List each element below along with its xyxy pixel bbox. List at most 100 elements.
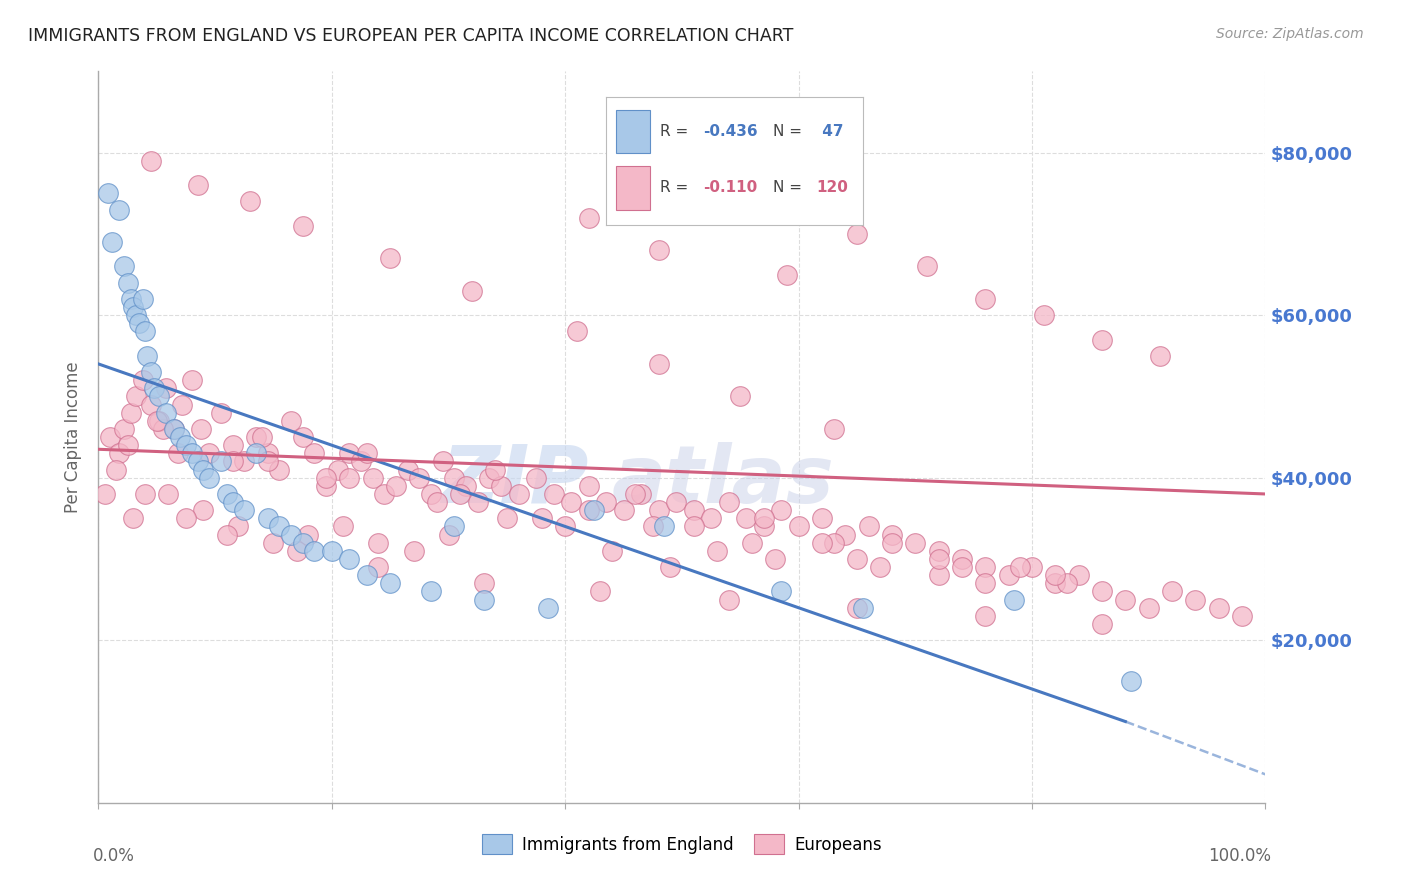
Point <box>304 446 326 460</box>
Point <box>420 584 443 599</box>
Point <box>869 560 891 574</box>
Legend: Immigrants from England, Europeans: Immigrants from England, Europeans <box>475 828 889 860</box>
Point <box>155 406 177 420</box>
Point <box>700 511 723 525</box>
Point <box>297 527 319 541</box>
Point <box>373 487 395 501</box>
Point <box>193 503 215 517</box>
Point <box>396 462 419 476</box>
Point <box>139 398 162 412</box>
Point <box>472 592 495 607</box>
Point <box>1230 608 1253 623</box>
Point <box>846 600 869 615</box>
Point <box>1004 592 1026 607</box>
Point <box>565 325 588 339</box>
Point <box>125 389 148 403</box>
Point <box>443 471 465 485</box>
Point <box>97 186 120 201</box>
Point <box>112 260 135 274</box>
Point <box>134 325 156 339</box>
Point <box>741 535 763 549</box>
Point <box>172 398 194 412</box>
Point <box>1021 560 1043 574</box>
Point <box>624 487 647 501</box>
Point <box>321 544 343 558</box>
Point <box>974 608 997 623</box>
Point <box>269 462 291 476</box>
Point <box>928 552 950 566</box>
Point <box>117 276 139 290</box>
Point <box>1091 617 1114 632</box>
Point <box>215 527 238 541</box>
Point <box>233 454 256 468</box>
Point <box>682 503 704 517</box>
Point <box>449 487 471 501</box>
Point <box>163 422 186 436</box>
Point <box>239 194 262 209</box>
Point <box>659 560 682 574</box>
Point <box>152 422 174 436</box>
Point <box>326 462 349 476</box>
Point <box>108 202 131 217</box>
Point <box>489 479 512 493</box>
Point <box>432 454 454 468</box>
Point <box>245 430 267 444</box>
Text: 100.0%: 100.0% <box>1208 847 1271 864</box>
Point <box>180 446 202 460</box>
Point <box>752 511 775 525</box>
Point <box>337 446 360 460</box>
Point <box>717 592 740 607</box>
Point <box>974 576 997 591</box>
Point <box>496 511 519 525</box>
Point <box>478 471 501 485</box>
Point <box>269 519 291 533</box>
Point <box>98 430 121 444</box>
Point <box>256 454 278 468</box>
Point <box>1032 308 1054 322</box>
Point <box>928 568 950 582</box>
Point <box>880 535 903 549</box>
Point <box>706 544 728 558</box>
Point <box>228 519 250 533</box>
Point <box>589 584 612 599</box>
Point <box>472 576 495 591</box>
Point <box>1184 592 1206 607</box>
Point <box>280 527 302 541</box>
Point <box>125 308 148 322</box>
Point <box>426 495 449 509</box>
Point <box>846 552 869 566</box>
Point <box>221 454 243 468</box>
Point <box>256 446 278 460</box>
Point <box>537 600 560 615</box>
Point <box>508 487 530 501</box>
Point <box>190 422 212 436</box>
Point <box>880 527 903 541</box>
Point <box>641 519 664 533</box>
Point <box>1091 333 1114 347</box>
Point <box>770 584 793 599</box>
Point <box>291 219 314 233</box>
Point <box>209 406 232 420</box>
Point <box>1161 584 1184 599</box>
Point <box>543 487 565 501</box>
Point <box>356 568 378 582</box>
Point <box>337 552 360 566</box>
Point <box>647 503 669 517</box>
Text: Source: ZipAtlas.com: Source: ZipAtlas.com <box>1216 27 1364 41</box>
Point <box>120 292 142 306</box>
Point <box>706 202 728 217</box>
Point <box>380 576 402 591</box>
Point <box>291 535 314 549</box>
Point <box>315 479 337 493</box>
Point <box>146 414 169 428</box>
Point <box>852 600 875 615</box>
Point <box>356 446 378 460</box>
Point <box>1121 673 1143 688</box>
Point <box>776 268 799 282</box>
Point <box>132 373 155 387</box>
Point <box>143 381 166 395</box>
Point <box>858 519 880 533</box>
Text: atlas: atlas <box>612 442 835 520</box>
Point <box>950 560 973 574</box>
Point <box>337 471 360 485</box>
